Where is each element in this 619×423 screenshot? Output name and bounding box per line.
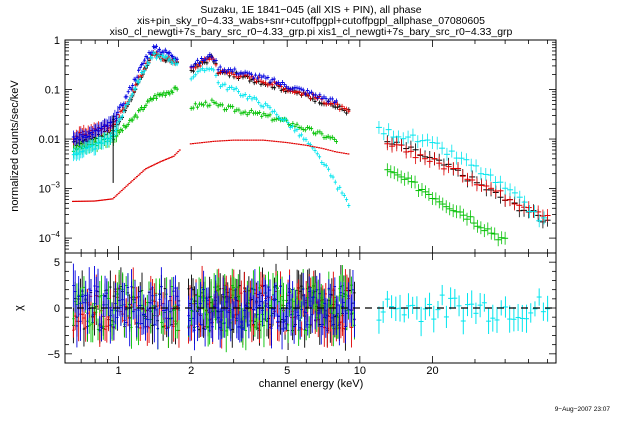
y-tick-exponent: −4 xyxy=(51,230,61,239)
x-tick-label: 20 xyxy=(426,365,438,377)
x-tick-label: 10 xyxy=(354,365,366,377)
chart-subtitle-model: xis+pin_sky_r0−4.33_wabs+snr+cutoffpgpl+… xyxy=(137,15,485,27)
axes-ticks-layer: 1 2 5 10 20 1 0.1 0.01 10−3 10−4 5 0 −5 xyxy=(39,35,556,377)
residual-y-tick-label: −5 xyxy=(47,349,60,361)
x-tick-label: 5 xyxy=(284,365,290,377)
x-tick-label: 1 xyxy=(115,365,121,377)
residual-y-tick-label: 5 xyxy=(54,257,60,269)
y-tick-label: 10−4 xyxy=(39,230,61,245)
chart-subtitle-files: xis0_cl_newgti+7s_bary_src_r0−4.33_grp.p… xyxy=(110,26,513,38)
y-tick-label: 10−3 xyxy=(39,181,61,196)
residual-data-layer xyxy=(72,263,551,353)
y-tick-label: 1 xyxy=(54,35,60,47)
chart-titles: Suzaku, 1E 1841−045 (all XIS + PIN), all… xyxy=(110,4,513,38)
y-tick-label: 0.01 xyxy=(39,134,60,146)
x-axis-title: channel energy (keV) xyxy=(259,378,364,390)
residual-y-axis-title: χ xyxy=(13,305,25,311)
y-tick-exponent: −3 xyxy=(51,181,61,190)
chart-title: Suzaku, 1E 1841−045 (all XIS + PIN), all… xyxy=(200,4,421,16)
residual-y-tick-label: 0 xyxy=(54,303,60,315)
spectrum-y-axis-title: normalized counts/sec/keV xyxy=(9,80,21,212)
y-tick-label: 0.1 xyxy=(45,85,60,97)
x-tick-label: 2 xyxy=(188,365,194,377)
spectrum-data-layer xyxy=(71,43,551,247)
timestamp-label: 9−Aug−2007 23:07 xyxy=(555,406,611,413)
